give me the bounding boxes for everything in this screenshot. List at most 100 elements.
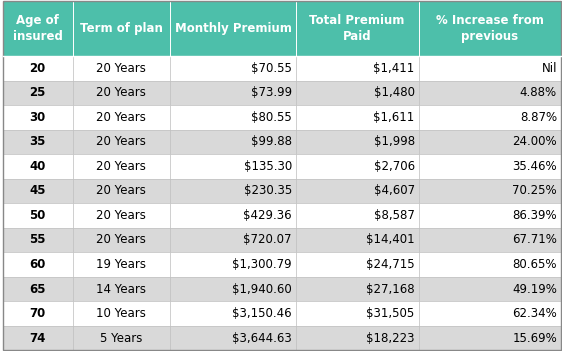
Text: 65: 65 xyxy=(29,283,46,296)
Text: $3,150.46: $3,150.46 xyxy=(232,307,292,320)
Bar xyxy=(419,326,561,350)
Bar xyxy=(296,203,419,228)
Bar xyxy=(419,228,561,252)
Bar xyxy=(3,301,72,326)
Bar xyxy=(419,81,561,105)
Bar xyxy=(3,179,72,203)
Bar xyxy=(170,326,296,350)
Text: $1,300.79: $1,300.79 xyxy=(232,258,292,271)
Text: Age of
insured: Age of insured xyxy=(13,14,62,43)
Bar xyxy=(170,154,296,179)
Bar xyxy=(296,179,419,203)
Bar xyxy=(3,252,72,277)
Text: 40: 40 xyxy=(29,160,46,173)
Bar xyxy=(3,130,72,154)
Text: 20 Years: 20 Years xyxy=(97,62,146,75)
Bar xyxy=(296,1,419,56)
Text: $8,587: $8,587 xyxy=(374,209,415,222)
Bar xyxy=(296,301,419,326)
Bar xyxy=(170,81,296,105)
Text: 60: 60 xyxy=(29,258,46,271)
Bar xyxy=(72,1,170,56)
Bar xyxy=(296,81,419,105)
Bar xyxy=(419,56,561,81)
Bar xyxy=(296,277,419,301)
Text: 20 Years: 20 Years xyxy=(97,111,146,124)
Bar xyxy=(419,252,561,277)
Bar xyxy=(296,252,419,277)
Text: $720.07: $720.07 xyxy=(243,233,292,246)
Bar xyxy=(419,130,561,154)
Bar xyxy=(170,179,296,203)
Text: $24,715: $24,715 xyxy=(366,258,415,271)
Bar xyxy=(170,301,296,326)
Bar xyxy=(170,203,296,228)
Bar xyxy=(3,1,72,56)
Text: $18,223: $18,223 xyxy=(366,332,415,345)
Text: $1,480: $1,480 xyxy=(374,86,415,99)
Text: Total Premium
Paid: Total Premium Paid xyxy=(310,14,405,43)
Bar xyxy=(72,154,170,179)
Text: Monthly Premium: Monthly Premium xyxy=(175,22,292,35)
Text: 5 Years: 5 Years xyxy=(100,332,143,345)
Bar xyxy=(72,203,170,228)
Text: 20: 20 xyxy=(30,62,46,75)
Text: $70.55: $70.55 xyxy=(251,62,292,75)
Text: 74: 74 xyxy=(29,332,46,345)
Text: $1,940.60: $1,940.60 xyxy=(232,283,292,296)
Bar xyxy=(296,105,419,130)
Bar xyxy=(419,1,561,56)
Text: 4.88%: 4.88% xyxy=(520,86,557,99)
Text: $135.30: $135.30 xyxy=(243,160,292,173)
Text: 80.65%: 80.65% xyxy=(513,258,557,271)
Text: $31,505: $31,505 xyxy=(366,307,415,320)
Bar xyxy=(72,301,170,326)
Text: 70: 70 xyxy=(30,307,46,320)
Bar xyxy=(72,252,170,277)
Text: 30: 30 xyxy=(30,111,46,124)
Bar xyxy=(3,81,72,105)
Text: $1,998: $1,998 xyxy=(374,135,415,148)
Text: 86.39%: 86.39% xyxy=(513,209,557,222)
Bar xyxy=(170,130,296,154)
Text: $73.99: $73.99 xyxy=(251,86,292,99)
Text: 19 Years: 19 Years xyxy=(97,258,146,271)
Text: $429.36: $429.36 xyxy=(243,209,292,222)
Text: 8.87%: 8.87% xyxy=(520,111,557,124)
Text: 14 Years: 14 Years xyxy=(97,283,146,296)
Text: $4,607: $4,607 xyxy=(374,185,415,198)
Bar xyxy=(72,56,170,81)
Bar xyxy=(72,326,170,350)
Bar xyxy=(296,154,419,179)
Bar xyxy=(3,105,72,130)
Bar xyxy=(419,301,561,326)
Bar xyxy=(170,228,296,252)
Bar xyxy=(72,130,170,154)
Text: $27,168: $27,168 xyxy=(366,283,415,296)
Text: $1,411: $1,411 xyxy=(373,62,415,75)
Bar xyxy=(3,326,72,350)
Bar xyxy=(72,228,170,252)
Bar xyxy=(419,203,561,228)
Text: 35: 35 xyxy=(29,135,46,148)
Text: % Increase from
previous: % Increase from previous xyxy=(436,14,543,43)
Text: 20 Years: 20 Years xyxy=(97,86,146,99)
Text: 20 Years: 20 Years xyxy=(97,233,146,246)
Text: $2,706: $2,706 xyxy=(374,160,415,173)
Bar xyxy=(170,105,296,130)
Text: $1,611: $1,611 xyxy=(373,111,415,124)
Bar xyxy=(296,56,419,81)
Bar xyxy=(3,154,72,179)
Text: 50: 50 xyxy=(29,209,46,222)
Text: $80.55: $80.55 xyxy=(251,111,292,124)
Text: 45: 45 xyxy=(29,185,46,198)
Text: $3,644.63: $3,644.63 xyxy=(232,332,292,345)
Bar xyxy=(72,105,170,130)
Bar xyxy=(72,81,170,105)
Bar xyxy=(3,203,72,228)
Bar xyxy=(3,56,72,81)
Bar xyxy=(419,277,561,301)
Text: 15.69%: 15.69% xyxy=(512,332,557,345)
Text: 20 Years: 20 Years xyxy=(97,135,146,148)
Text: $230.35: $230.35 xyxy=(243,185,292,198)
